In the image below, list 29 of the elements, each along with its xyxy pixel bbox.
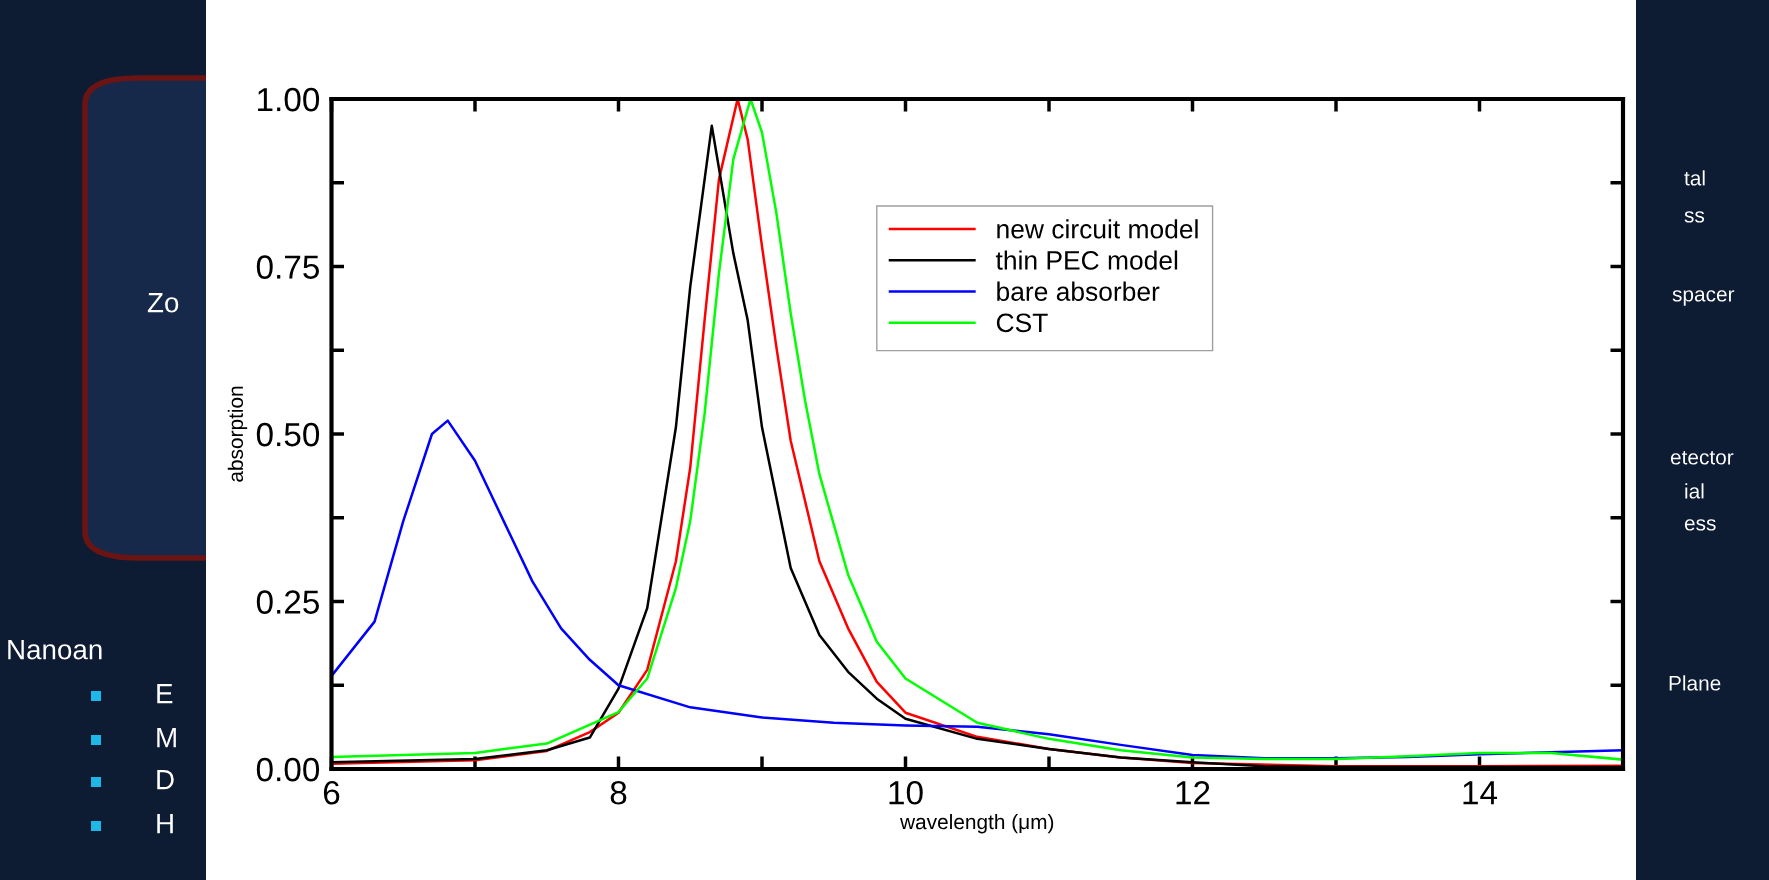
text: tal: [1684, 170, 1705, 186]
legend-label: bare absorber: [997, 281, 1160, 301]
text: Nanoan: [8, 640, 102, 660]
text: D: [157, 770, 174, 790]
y-tick-label: 0.75: [256, 255, 319, 279]
legend-label: CST: [996, 313, 1048, 333]
text: M: [157, 728, 176, 748]
y-tick-label: 0.50: [256, 422, 320, 447]
text: ss: [1684, 211, 1705, 223]
x-tick-label: 12: [1176, 780, 1210, 805]
text: etector: [1670, 450, 1734, 465]
x-tick-label: 14: [1463, 781, 1498, 805]
x-tick-label: 6: [323, 780, 340, 805]
y-axis-title: absorption: [227, 386, 248, 482]
text: ess: [1684, 519, 1716, 531]
text: Plane: [1669, 675, 1721, 691]
text: ial: [1685, 483, 1704, 499]
legend-label: thin PEC model: [995, 250, 1178, 270]
y-tick-label: 0.00: [256, 757, 320, 782]
y-tick-label: 1.00: [258, 87, 320, 112]
x-axis-title: wavelength (μm): [900, 813, 1054, 834]
text: spacer: [1672, 290, 1735, 306]
x-tick-label: 10: [889, 780, 923, 805]
text: Zo: [147, 293, 179, 313]
text: H: [157, 814, 173, 834]
x-tick-label: 8: [610, 780, 627, 805]
y-tick-label: 0.25: [256, 590, 319, 614]
legend-label: new circuit model: [997, 219, 1198, 239]
text: E: [157, 684, 173, 704]
